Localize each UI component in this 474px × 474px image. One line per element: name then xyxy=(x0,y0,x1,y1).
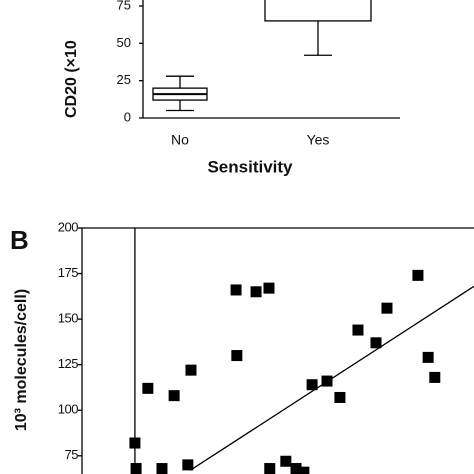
y-axis-label: CD20 (×10 xyxy=(63,40,80,118)
point xyxy=(130,463,142,474)
x-axis-label: Sensitivity xyxy=(207,157,293,176)
x-tick-label: Yes xyxy=(307,132,330,148)
point xyxy=(264,463,276,474)
point xyxy=(429,371,441,383)
point xyxy=(230,284,242,296)
x-tick-label: No xyxy=(171,132,189,148)
panel-label: B xyxy=(10,225,29,255)
box xyxy=(264,0,372,22)
y-tick-label: 175 xyxy=(58,265,78,280)
point xyxy=(334,391,346,403)
point xyxy=(290,463,302,474)
y-tick-label: 100 xyxy=(58,402,78,417)
y-axis-label: 10³ molecules/cell) xyxy=(13,289,30,431)
point xyxy=(129,437,141,449)
point xyxy=(168,390,180,402)
point xyxy=(156,463,168,474)
point xyxy=(142,382,154,394)
point xyxy=(280,455,292,467)
y-tick-label: 125 xyxy=(58,356,78,371)
point xyxy=(250,286,262,298)
point xyxy=(231,350,243,362)
point xyxy=(185,364,197,376)
point xyxy=(412,269,424,281)
y-tick-label: 75 xyxy=(65,447,79,462)
point xyxy=(381,302,393,314)
y-tick-label: 75 xyxy=(117,0,131,12)
y-tick-label: 50 xyxy=(117,35,131,50)
point xyxy=(321,375,333,387)
y-tick-label: 0 xyxy=(124,109,131,124)
point xyxy=(370,337,382,349)
frame xyxy=(81,227,474,474)
point xyxy=(182,459,194,471)
point xyxy=(352,324,364,336)
y-tick-label: 150 xyxy=(58,311,78,326)
point xyxy=(306,379,318,391)
y-tick-label: 200 xyxy=(58,219,78,234)
point xyxy=(422,351,434,363)
y-tick-label: 25 xyxy=(117,72,131,87)
point xyxy=(263,282,275,294)
point xyxy=(298,466,310,474)
